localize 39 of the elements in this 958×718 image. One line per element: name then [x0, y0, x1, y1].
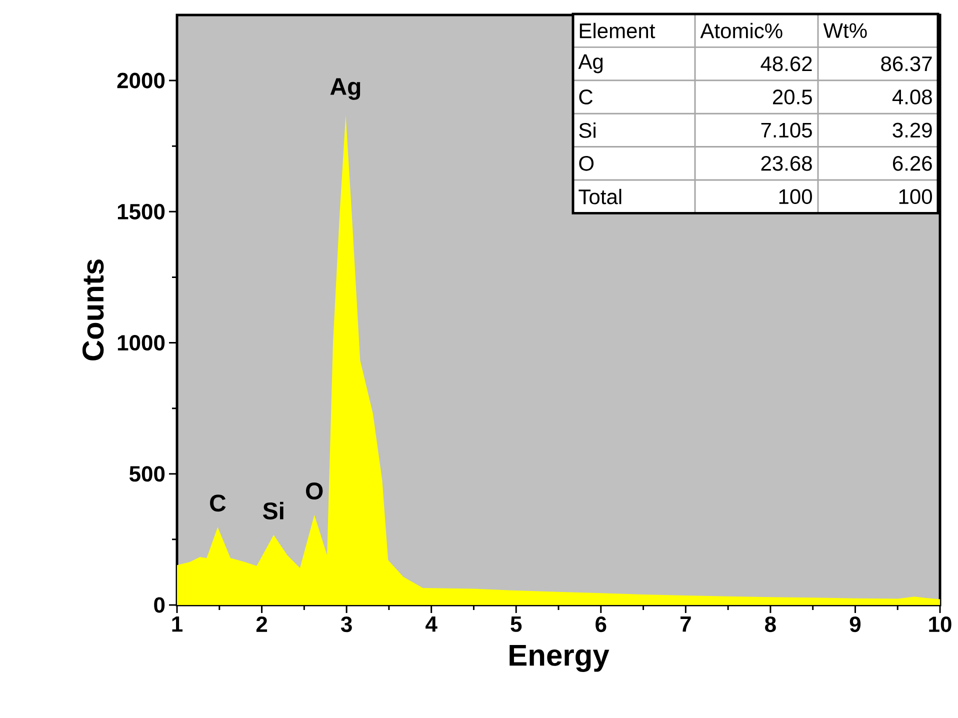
- annotation: O: [306, 482, 323, 500]
- annotation: C: [579, 90, 593, 104]
- x-tick-label: 5: [510, 616, 522, 632]
- annotation: 48.62: [760, 56, 812, 72]
- x-axis-title: Energy: [510, 644, 610, 672]
- x-tick-label: 7: [680, 616, 691, 632]
- annotation: Atomic%: [700, 22, 782, 38]
- y-tick-label: 0: [154, 597, 165, 613]
- y-axis-title: Counts: [82, 260, 104, 360]
- annotation: 3.29: [892, 122, 932, 138]
- y-tick-label: 2000: [117, 72, 165, 88]
- x-tick-label: 8: [765, 616, 776, 632]
- annotation: 4.08: [892, 90, 932, 104]
- y-tick-label: 1500: [118, 204, 165, 220]
- x-tick-label: 4: [426, 616, 438, 632]
- annotation: Wt%: [823, 23, 867, 38]
- annotation: O: [579, 156, 594, 171]
- x-tick-label: 10: [929, 616, 952, 632]
- annotation: Total: [578, 188, 622, 204]
- annotation: Ag: [578, 54, 603, 74]
- annotation: Element: [580, 22, 656, 38]
- x-tick-label: 1: [172, 616, 183, 632]
- annotation: 20.5: [772, 90, 812, 104]
- y-tick-label: 1000: [118, 334, 165, 351]
- x-tick-label: 9: [850, 616, 861, 632]
- annotation: Ag: [330, 78, 360, 100]
- annotation: C: [210, 494, 226, 512]
- annotation: 7.105: [761, 122, 812, 138]
- annotation: 6.26: [892, 156, 932, 171]
- x-tick-label: 2: [256, 616, 268, 632]
- annotation: 100: [779, 189, 812, 204]
- annotation: 86.37: [881, 56, 932, 72]
- y-tick-label: 500: [129, 466, 165, 482]
- annotation: Si: [263, 502, 284, 520]
- annotation: 100: [899, 189, 932, 204]
- x-tick-label: 6: [596, 616, 606, 632]
- annotation: Si: [579, 122, 596, 138]
- x-tick-label: 3: [340, 616, 352, 632]
- annotation: 23.68: [761, 156, 812, 171]
